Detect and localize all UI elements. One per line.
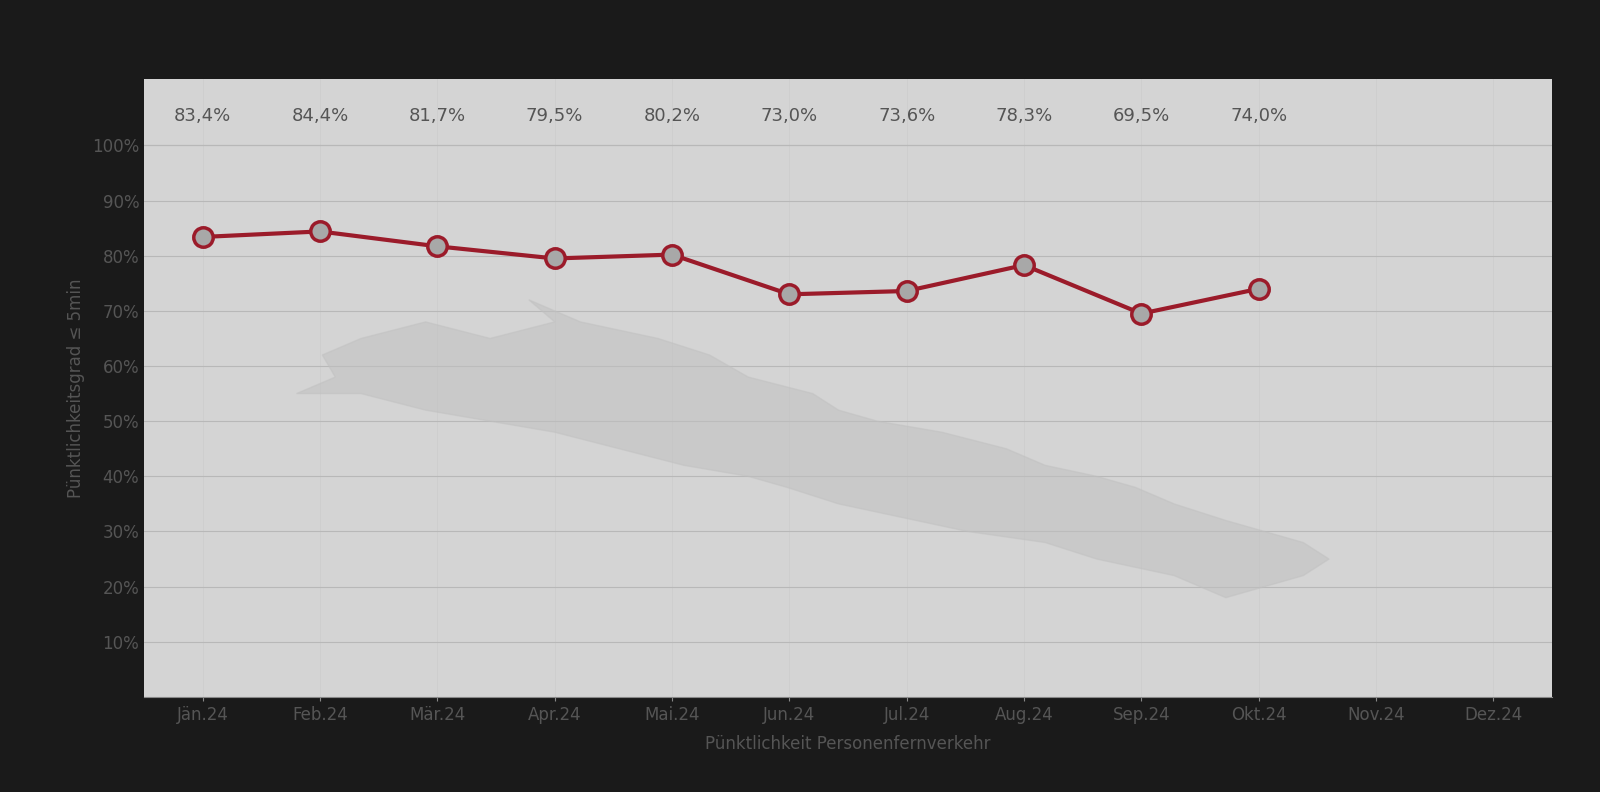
Text: 81,7%: 81,7%	[408, 107, 466, 125]
X-axis label: Pünktlichkeit Personenfernverkehr: Pünktlichkeit Personenfernverkehr	[706, 735, 990, 753]
Point	[776, 288, 802, 301]
Text: 83,4%: 83,4%	[174, 107, 232, 125]
Polygon shape	[296, 300, 1330, 598]
Point	[307, 225, 333, 238]
Point	[424, 240, 450, 253]
Point	[1128, 307, 1154, 320]
Text: 80,2%: 80,2%	[643, 107, 701, 125]
Point	[659, 248, 685, 261]
Y-axis label: Pünktlichkeitsgrad ≤ 5min: Pünktlichkeitsgrad ≤ 5min	[67, 278, 85, 498]
Text: 79,5%: 79,5%	[526, 107, 584, 125]
Point	[190, 230, 216, 243]
Text: 78,3%: 78,3%	[995, 107, 1053, 125]
Text: 73,0%: 73,0%	[760, 107, 818, 125]
Text: 84,4%: 84,4%	[291, 107, 349, 125]
Point	[542, 252, 568, 265]
Point	[894, 284, 920, 297]
Text: 69,5%: 69,5%	[1112, 107, 1170, 125]
Point	[1011, 259, 1037, 272]
Point	[1246, 283, 1272, 295]
Text: 73,6%: 73,6%	[878, 107, 936, 125]
Text: 74,0%: 74,0%	[1230, 107, 1288, 125]
